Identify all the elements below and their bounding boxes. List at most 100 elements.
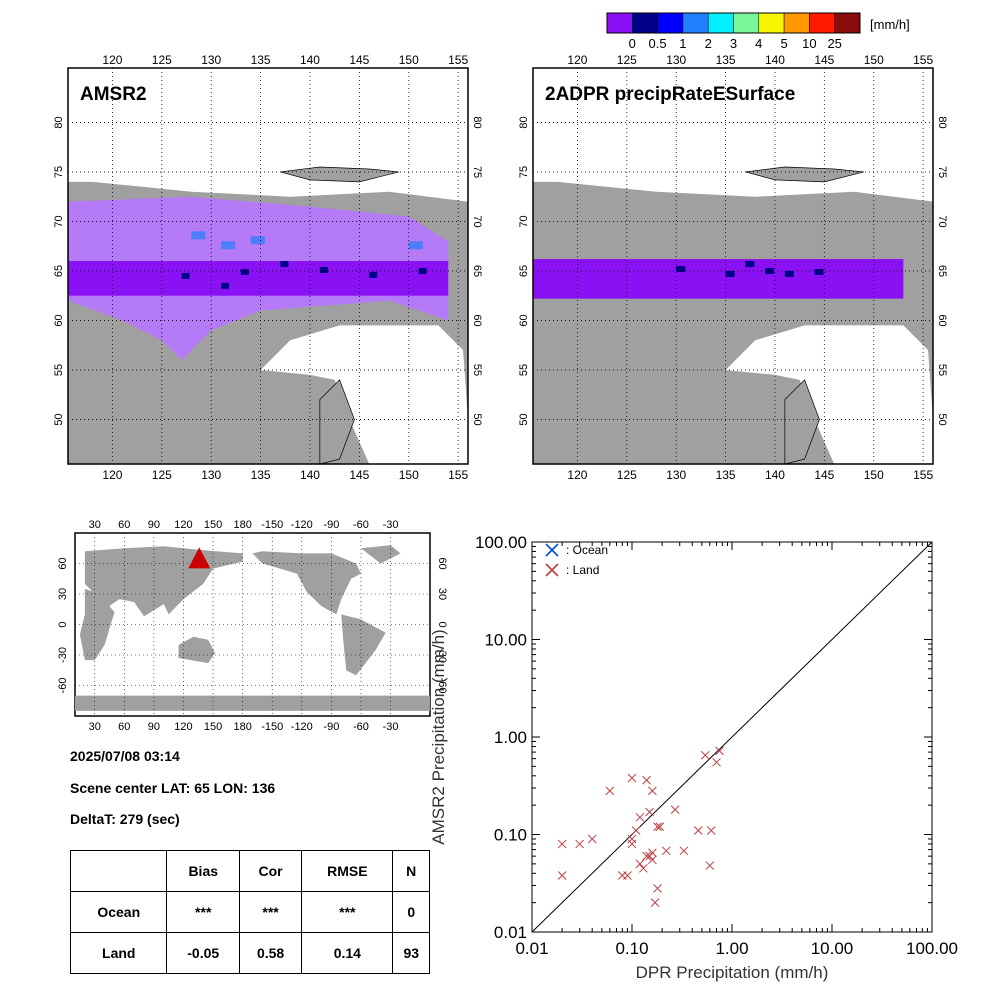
table-cell: 0: [392, 891, 430, 933]
lon-tick-label: 135: [716, 53, 736, 67]
lon-tick-label: 135: [716, 468, 736, 482]
data-point: [661, 846, 671, 856]
rain-cell-heavy: [181, 272, 190, 279]
rain-cell-heavy: [814, 268, 824, 275]
lon-tick-label: 130: [666, 468, 686, 482]
table-cell: 93: [392, 932, 430, 974]
lon-tick-label: 140: [765, 53, 785, 67]
lat-tick-label: 75: [53, 166, 65, 178]
colorbar-swatch: [758, 12, 785, 34]
lon-tick-label: 155: [913, 53, 933, 67]
lon-tick-label: 150: [399, 468, 419, 482]
colorbar-frame: [606, 12, 861, 34]
data-point: [557, 871, 567, 880]
globe-lon-label: -90: [323, 519, 339, 531]
scatter-chart: 0.010.01 0.10 0.10 1.00 1.00 10.00 10.00 100.00…: [429, 533, 958, 982]
lon-tick-label: 150: [864, 53, 884, 67]
header-cell: RMSE: [301, 850, 394, 892]
globe-lat-label: 0: [436, 621, 448, 627]
scene-center: Scene center LAT: 65 LON: 136: [70, 780, 276, 796]
globe-lon-label: -60: [353, 721, 369, 733]
lon-tick-label: 140: [300, 53, 320, 67]
y-axis-label: AMSR2 Precipitation (mm/h): [429, 629, 448, 844]
lat-tick-label: 70: [53, 215, 65, 227]
globe-lat-label: 0: [57, 621, 69, 627]
data-point: [655, 822, 665, 832]
data-point: [706, 826, 716, 835]
lon-tick-label: 145: [814, 53, 834, 67]
lat-tick-label: 75: [471, 166, 483, 178]
globe-lon-label: 180: [233, 721, 251, 733]
rain-cell-heavy: [784, 270, 794, 277]
lat-tick-label: 65: [53, 265, 65, 277]
lat-tick-label: 70: [518, 215, 530, 227]
y-tick-label: 10.00: [484, 631, 527, 650]
globe-lon-label: -150: [261, 519, 283, 531]
y-tick-label: 100.00: [475, 533, 527, 552]
globe-lat-label: -30: [436, 647, 448, 663]
globe-lon-label: -30: [383, 519, 399, 531]
globe-land: [178, 636, 216, 664]
colorbar-swatch: [632, 12, 658, 34]
globe-lat-label: 60: [436, 557, 448, 569]
table-cell: 0.58: [238, 932, 303, 974]
data-point: [642, 775, 651, 785]
lon-tick-label: 145: [349, 468, 369, 482]
y-tick-label: 0.01: [494, 923, 527, 942]
lat-tick-label: 50: [53, 413, 65, 425]
lat-tick-label: 60: [471, 314, 483, 326]
rain-cell-heavy: [369, 271, 378, 278]
globe-lon-label: 90: [148, 721, 160, 733]
lat-tick-label: 55: [936, 364, 948, 376]
lat-tick-label: 55: [471, 364, 483, 376]
y-tick-label: 1.00: [494, 728, 527, 747]
legend-label: : Ocean: [566, 543, 608, 557]
rain-band: [68, 261, 449, 296]
colorbar-swatch: [783, 12, 810, 34]
globe-lon-label: -120: [291, 721, 313, 733]
globe-lon-label: 30: [89, 519, 101, 531]
datetime: 2025/07/08 03:14: [70, 748, 180, 764]
rain-cell-heavy: [240, 268, 249, 275]
data-point: [627, 773, 637, 783]
lon-tick-label: 120: [567, 468, 587, 482]
lon-tick-label: 140: [765, 468, 785, 482]
rain-cell-heavy: [745, 261, 755, 268]
header-cell: Bias: [166, 850, 240, 892]
one-to-one-line: [531, 541, 933, 933]
x-tick-label: 0.01: [515, 939, 548, 958]
rain-cell-heavy: [725, 270, 735, 277]
data-point: [693, 826, 703, 835]
globe-lat-label: -60: [57, 678, 69, 694]
colorbar-swatch: [682, 12, 709, 34]
lon-tick-label: 120: [102, 468, 122, 482]
lat-tick-label: 50: [936, 413, 948, 425]
lat-tick-label: 55: [53, 364, 65, 376]
header-cell: [69, 850, 168, 892]
globe-lon-label: 60: [118, 519, 130, 531]
data-point: [653, 884, 662, 893]
rain-cell-heavy: [319, 266, 328, 273]
globe-lon-label: -90: [323, 721, 339, 733]
sakhalin-island: [319, 379, 355, 465]
globe-lat-label: -30: [57, 647, 69, 663]
lon-tick-label: 155: [448, 468, 468, 482]
table-row: Land -0.05 0.58 0.14 93: [69, 932, 430, 974]
map-frame: [67, 67, 469, 465]
data-point: [587, 834, 597, 844]
lat-tick-label: 70: [471, 215, 483, 227]
colorbar-label: 0: [629, 36, 636, 51]
data-point: [645, 807, 654, 817]
arctic-ocean: [533, 68, 933, 202]
lon-tick-label: 150: [864, 468, 884, 482]
lon-tick-label: 125: [152, 53, 172, 67]
table-row: Ocean *** *** *** 0: [69, 891, 430, 933]
lat-tick-label: 65: [471, 265, 483, 277]
lon-tick-label: 120: [102, 53, 122, 67]
header-cell: N: [392, 850, 430, 892]
table-cell: Ocean: [69, 891, 168, 933]
colorbar-label: 10: [802, 36, 816, 51]
globe-land: [75, 695, 430, 711]
globe-map: 30 30 60 60 90 90 120 120 150 150 180 180 -150 -150 -1…: [57, 519, 448, 733]
table-cell: 0.14: [301, 932, 394, 974]
